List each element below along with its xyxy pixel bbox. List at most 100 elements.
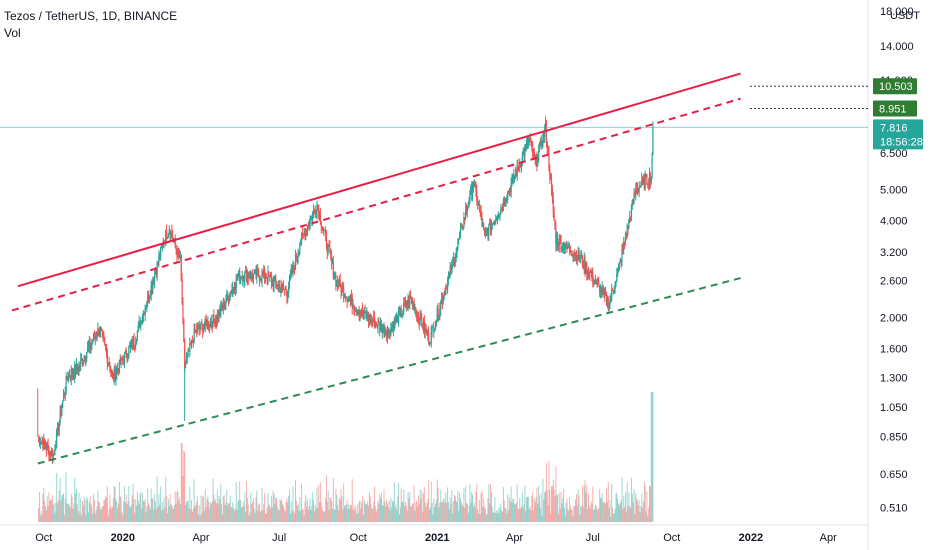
volume-bar: [212, 478, 214, 522]
volume-bar: [404, 501, 406, 522]
volume-bar: [249, 512, 251, 522]
candle-body: [483, 223, 485, 229]
candle-body: [206, 322, 208, 329]
candle-body: [189, 343, 191, 352]
trend-line[interactable]: [11, 97, 741, 312]
volume-bar: [558, 493, 560, 522]
volume-bar: [46, 496, 48, 522]
volume-bar: [116, 502, 118, 522]
volume-bar: [400, 488, 402, 522]
candle-body: [273, 279, 275, 287]
volume-bar: [588, 505, 590, 522]
volume-bar: [191, 511, 193, 522]
candle-body: [559, 237, 561, 241]
volume-legend: Vol: [4, 26, 21, 40]
volume-bar: [373, 501, 375, 522]
volume-bar: [286, 498, 288, 522]
candle-body: [377, 321, 379, 328]
volume-bar: [536, 487, 538, 522]
volume-bar: [104, 500, 106, 522]
volume-bar: [422, 512, 424, 522]
candle-body: [615, 280, 617, 287]
candle-body: [139, 321, 141, 328]
candle-body: [471, 187, 474, 195]
candle-body: [60, 410, 62, 416]
candle-body: [117, 369, 119, 371]
candle-body: [391, 324, 394, 328]
volume-bar: [282, 505, 284, 522]
volume-bar: [548, 461, 550, 522]
volume-bar: [57, 500, 59, 522]
trend-line[interactable]: [17, 72, 741, 288]
volume-bar: [100, 509, 102, 522]
volume-bar: [629, 505, 631, 522]
volume-bar: [67, 503, 69, 522]
candle-body: [381, 328, 383, 333]
volume-bar: [468, 505, 470, 522]
candle-body: [233, 287, 235, 289]
candle-body: [217, 315, 219, 319]
volume-bar: [341, 496, 343, 522]
volume-bar: [525, 511, 527, 522]
candle-body: [120, 358, 122, 365]
volume-bar: [379, 494, 381, 522]
candle-body: [176, 249, 178, 256]
candle-body: [275, 276, 277, 282]
candle-body: [527, 139, 529, 146]
volume-bar: [313, 500, 315, 522]
candle-body: [584, 258, 586, 272]
volume-bar: [304, 501, 306, 522]
volume-bar: [541, 515, 543, 522]
candle-body: [134, 345, 136, 347]
candle-body: [549, 169, 551, 180]
volume-bar: [287, 502, 289, 522]
candle-body: [620, 259, 622, 263]
candle-body: [391, 327, 393, 329]
volume-bar: [173, 508, 175, 522]
volume-bar: [131, 495, 133, 522]
candle-body: [526, 140, 528, 145]
candle-body: [399, 308, 401, 312]
candle-body: [183, 318, 185, 341]
candle-body: [106, 353, 108, 364]
candle-body: [570, 252, 572, 256]
volume-bar: [603, 502, 605, 522]
candle-body: [44, 443, 47, 448]
candle-body: [43, 439, 45, 449]
candle-body: [270, 276, 273, 283]
volume-bar: [91, 506, 93, 522]
volume-bar: [409, 492, 411, 522]
volume-bar: [514, 503, 516, 522]
candle-body: [401, 313, 403, 316]
candle-body: [340, 285, 342, 293]
volume-bar: [118, 481, 120, 522]
candle-body: [425, 327, 427, 331]
volume-bar: [123, 501, 125, 522]
volume-bar: [48, 492, 50, 522]
time-tick-label: Apr: [506, 532, 523, 544]
price-tick-label: 1.050: [880, 402, 908, 414]
candle-body: [370, 318, 372, 323]
candle-body: [539, 139, 541, 144]
trend-line[interactable]: [37, 277, 741, 465]
volume-bar: [155, 508, 157, 522]
candle-body: [288, 286, 290, 294]
candle-body: [296, 256, 298, 259]
candle-body: [55, 446, 57, 451]
volume-bar: [614, 509, 616, 522]
candle-body: [255, 269, 257, 277]
candle-body: [491, 223, 493, 225]
candle-body: [140, 320, 142, 328]
volume-bar: [82, 505, 84, 522]
candle-body: [56, 425, 59, 431]
volume-bar: [288, 490, 290, 522]
candle-body: [209, 321, 212, 327]
volume-bar: [497, 508, 499, 522]
candle-body: [216, 315, 218, 322]
volume-bar: [455, 500, 457, 522]
candle-body: [361, 308, 364, 315]
candle-body: [593, 282, 595, 284]
candle-body: [546, 142, 548, 150]
